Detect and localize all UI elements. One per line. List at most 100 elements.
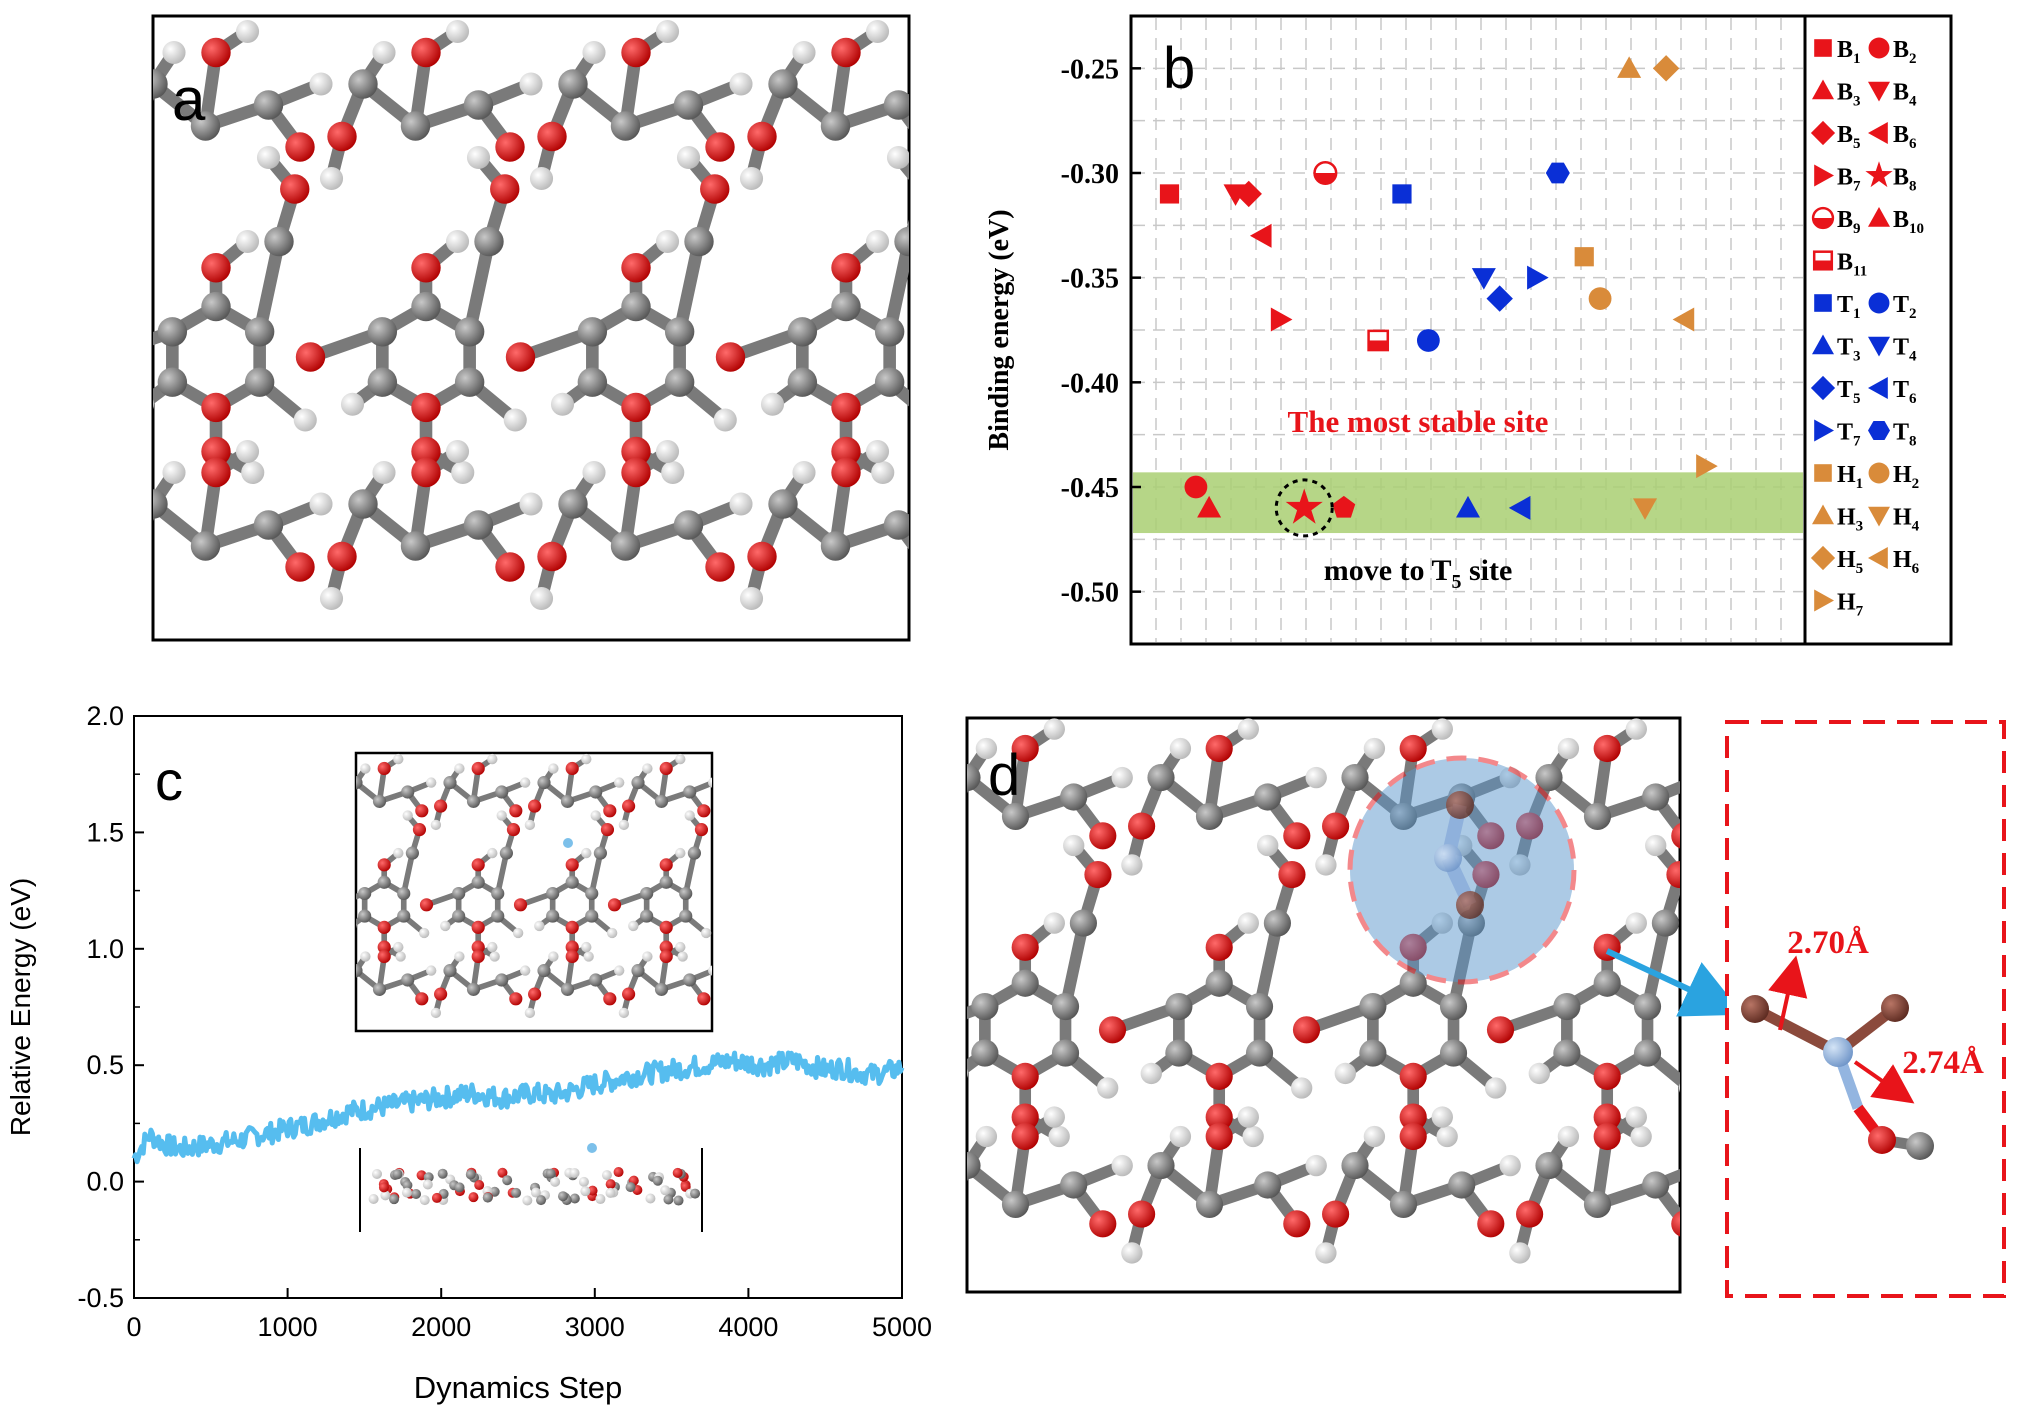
oxygen-atom	[697, 992, 711, 1006]
hydrogen-atom	[309, 492, 333, 516]
carbon-atom	[1593, 969, 1621, 997]
oxygen-atom	[747, 121, 777, 152]
carbon-atom	[589, 785, 603, 799]
oxygen-atom	[513, 898, 528, 912]
panel-c-side-view-atom	[465, 1169, 476, 1180]
oxygen-atom	[603, 992, 617, 1006]
oxygen-atom	[1205, 734, 1233, 763]
carbon-atom	[1341, 1152, 1369, 1180]
hydrogen-atom	[1625, 718, 1647, 740]
carbon-atom	[820, 531, 851, 561]
panel-c-side-view-atom	[401, 1187, 412, 1198]
molecule-bond	[1641, 917, 1672, 1013]
hydrogen-atom	[1436, 1125, 1458, 1148]
carbon-atom	[1448, 1171, 1476, 1199]
hydrogen-atom	[426, 965, 437, 976]
panel-d-zoom-bond	[1752, 1004, 1841, 1057]
oxygen-atom	[411, 392, 441, 423]
oxygen-atom	[509, 992, 523, 1006]
hydrogen-atom	[676, 145, 701, 170]
molecule-bond	[938, 1214, 948, 1253]
molecule-bond	[682, 850, 698, 897]
hydrogen-atom	[739, 166, 764, 191]
hydrogen-atom	[1431, 718, 1453, 740]
hydrogen-atom	[1528, 1062, 1550, 1085]
carbon-atom	[201, 291, 231, 322]
panel-c-side-view-atom	[378, 1182, 389, 1193]
hydrogen-atom	[512, 927, 524, 939]
hydrogen-atom	[293, 408, 317, 432]
carbon-atom	[471, 875, 485, 889]
oxygen-atom	[1011, 734, 1039, 763]
carbon-atom	[1147, 764, 1175, 792]
carbon-atom	[1060, 1171, 1088, 1199]
carbon-atom	[190, 531, 221, 561]
panel-c: 0 1000 2000 3000 4000 5000 -0.5 0.0 0.5 1.0 1.5 2.0…	[5, 701, 932, 1405]
carbon-atom	[264, 226, 294, 257]
carbon-atom	[558, 69, 588, 99]
carbon-atom	[491, 886, 505, 901]
hydrogen-atom	[713, 408, 737, 432]
hydrogen-atom	[886, 145, 909, 170]
hydrogen-atom	[939, 492, 962, 515]
carbon-atom	[253, 510, 284, 540]
hydrogen-atom	[708, 777, 712, 788]
carbon-atom	[1245, 1039, 1274, 1067]
panel-c-side-view-atom	[389, 1194, 400, 1205]
hydrogen-atom	[162, 40, 186, 65]
panel-c-side-view-atom	[663, 1194, 674, 1205]
panel-c-side-view-atom	[368, 1193, 379, 1204]
oxygen-atom	[201, 457, 231, 488]
carbon-atom	[397, 886, 411, 901]
oxygen-atom	[326, 898, 339, 911]
hydrogen-atom	[1169, 1125, 1192, 1148]
carbon-atom	[1583, 1190, 1612, 1218]
carbon-atom	[400, 531, 431, 561]
hydrogen-atom	[1645, 834, 1667, 857]
oxygen-atom	[659, 920, 673, 934]
oxygen-atom	[622, 987, 636, 1001]
oxygen-atom	[1666, 861, 1680, 889]
hydrogen-atom	[581, 753, 592, 765]
carbon-atom	[546, 886, 560, 901]
oxygen-atom	[1322, 1200, 1350, 1228]
carbon-atom	[1195, 1190, 1224, 1218]
carbon-atom	[589, 973, 603, 987]
carbon-atom	[787, 317, 818, 347]
hydrogen-atom	[1305, 766, 1327, 789]
oxygen-atom	[1205, 1122, 1233, 1151]
panel-c-side-view-atom	[437, 1168, 448, 1179]
carbon-atom	[1439, 992, 1468, 1021]
hydrogen-atom	[1625, 1106, 1647, 1128]
molecule-bond	[122, 137, 133, 179]
hydrogen-atom	[729, 72, 753, 96]
carbon-atom	[454, 367, 485, 397]
hydrogen-atom	[614, 965, 625, 976]
hydrogen-atom	[520, 965, 531, 976]
hydrogen-atom	[548, 763, 559, 774]
oxygen-atom	[1292, 1016, 1321, 1044]
panel-c-side-view-atom	[625, 1182, 636, 1193]
hydrogen-atom	[1484, 1077, 1507, 1099]
panel-b-point-H4	[1632, 498, 1657, 520]
molecule-bond	[673, 235, 706, 339]
molecule-bond	[494, 850, 510, 897]
hydrogen-atom	[340, 392, 365, 416]
hydrogen-atom	[1043, 1106, 1065, 1128]
carbon-atom	[1263, 909, 1291, 937]
molecule-bond	[967, 771, 973, 794]
carbon-atom	[463, 510, 494, 540]
panel-b-y-tick-label: -0.30	[1061, 159, 1119, 190]
hydrogen-atom	[319, 586, 344, 611]
oxygen-atom	[621, 253, 651, 283]
carbon-atom	[411, 291, 441, 322]
carbon-atom	[967, 764, 981, 792]
panel-d-br-atom	[1456, 891, 1484, 919]
panel-c-x-tick-label: 4000	[718, 1312, 778, 1342]
oxygen-atom	[495, 132, 525, 162]
panel-b-y-tick-label: -0.45	[1061, 473, 1119, 504]
carbon-atom	[640, 909, 654, 923]
panel-c-x-tick-label: 0	[126, 1312, 141, 1342]
carbon-atom	[1254, 1171, 1282, 1199]
